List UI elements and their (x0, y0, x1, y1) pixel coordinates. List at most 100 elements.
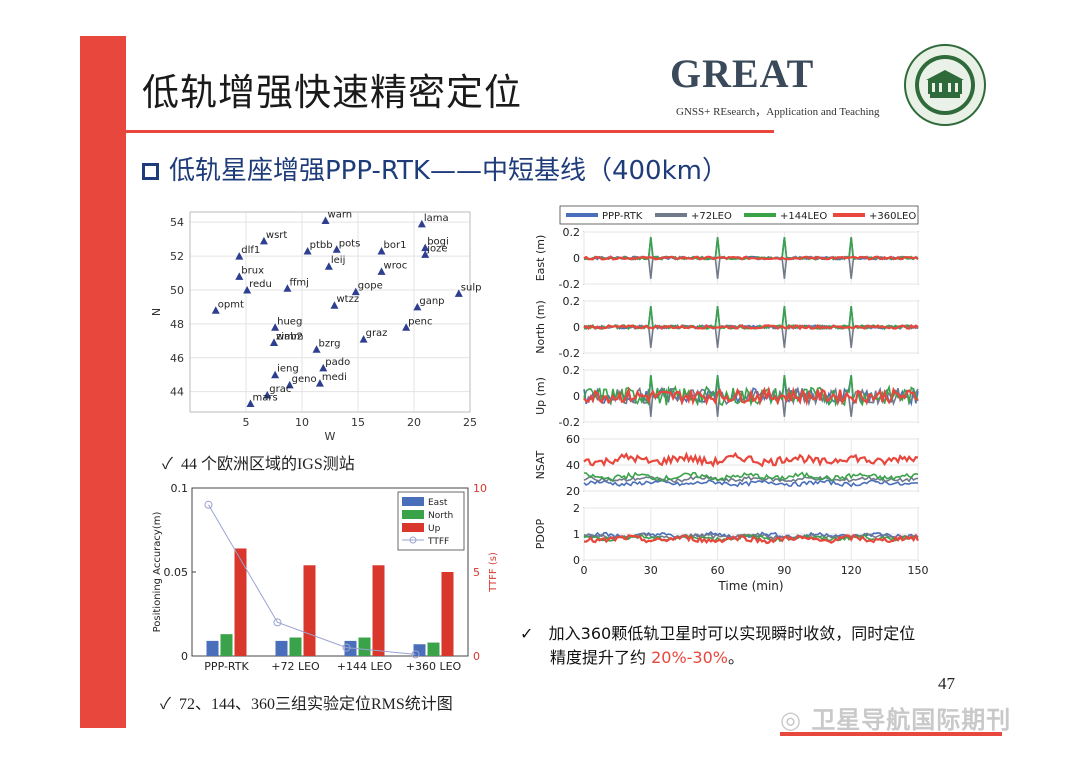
great-logo-subtext: GNSS+ REsearch，Application and Teaching (676, 106, 880, 118)
bar-ytick-label: 0.1 (171, 482, 189, 495)
ts-series-line (583, 533, 920, 545)
bar-legend-ttff-marker (409, 536, 417, 544)
station-label: wab2 (276, 332, 303, 343)
map-caption: ✓ 44 个欧洲区域的IGS测站 (162, 450, 355, 474)
ts-ytick-label: 0.2 (563, 226, 581, 239)
ts-ytick-label: 0 (573, 252, 580, 265)
ts-ytick-label: -0.2 (559, 278, 580, 291)
station-label: grac (269, 384, 291, 395)
station-label: wroc (384, 260, 408, 271)
bar-y2tick-label: 0 (473, 650, 480, 663)
ts-series-line (583, 323, 919, 331)
bar-ytick-label: 0.05 (164, 566, 189, 579)
station-label: mars (252, 393, 277, 404)
station-label: bogi (427, 237, 449, 248)
map-ytick-label: 52 (170, 250, 184, 263)
ts-ytick-label: 0 (573, 390, 580, 403)
slide-title: 低轨增强快速精密定位 (142, 71, 522, 114)
station-marker (315, 379, 324, 387)
station-label: warn (328, 209, 353, 220)
bar-category-label: PPP-RTK (204, 660, 249, 673)
station-marker (211, 306, 220, 314)
time-series-chart: PPP-RTK +72LEO +144LEO +360LEO -0.2 0 0.2 East … (534, 205, 929, 593)
station-marker (421, 250, 430, 258)
station-label: wtzz (336, 294, 359, 305)
station-marker (330, 301, 339, 309)
station-label: geno (292, 374, 317, 385)
ttff-point (411, 650, 420, 659)
station-marker (271, 323, 280, 331)
station-marker (454, 289, 463, 297)
map-x-axis-label: W (325, 430, 336, 443)
bar-legend-swatch (402, 497, 424, 506)
ts-xtick-label: 90 (777, 564, 791, 577)
ts-legend-label: +360LEO (869, 211, 916, 222)
ts-legend-box (559, 205, 919, 225)
bar-north (289, 637, 302, 656)
left-accent-bar (80, 36, 126, 728)
university-seal-icon (904, 44, 986, 126)
ts-series-line (583, 385, 919, 407)
ts-xtick-label: 0 (581, 564, 588, 577)
check-icon: ✓ (520, 624, 534, 643)
station-marker (332, 245, 341, 253)
bar-legend-label: North (428, 511, 453, 521)
station-marker (402, 323, 411, 331)
map-y-axis-label: N (150, 308, 163, 316)
ts-panel-ylabel: NSAT (534, 450, 547, 479)
wechat-icon: ◎ (780, 706, 802, 734)
ts-series-line (584, 471, 919, 482)
station-marker (324, 262, 333, 270)
station-marker (235, 252, 244, 260)
station-label: penc (408, 316, 432, 327)
ts-panel-ylabel: Up (m) (534, 377, 547, 415)
map-ytick-label: 50 (170, 284, 184, 297)
station-label: bor1 (384, 240, 407, 251)
bar-north (427, 642, 440, 656)
ts-panel-ylabel: North (m) (534, 300, 547, 354)
station-label: ieng (277, 364, 299, 375)
bar-up (303, 565, 316, 656)
ttff-point (204, 500, 213, 509)
ts-xtick-label: 120 (841, 564, 862, 577)
ts-ytick-label: 0.2 (563, 364, 581, 377)
accuracy-bar-chart: 0 0.05 0.1 0 5 10 Positioning Accuracy(m) TTFF … (152, 482, 499, 673)
map-xtick-label: 20 (407, 416, 421, 429)
title-underline (126, 130, 774, 133)
station-label: medi (322, 372, 347, 383)
bar-legend-swatch (402, 523, 424, 532)
ts-legend-label: +72LEO (691, 211, 732, 222)
ttff-point (342, 643, 351, 652)
station-marker (271, 370, 280, 379)
bar-up (372, 565, 385, 656)
ts-series-line (583, 375, 919, 408)
station-marker (377, 246, 386, 255)
bar-legend-label: East (428, 498, 448, 508)
station-marker (270, 338, 278, 347)
map-xtick-label: 10 (295, 416, 309, 429)
station-marker (377, 267, 386, 275)
station-marker (319, 363, 328, 372)
ts-ytick-label: 40 (566, 459, 580, 472)
station-marker (303, 246, 312, 255)
station-marker (235, 272, 244, 280)
ts-xtick-label: 60 (711, 564, 725, 577)
station-label: leij (331, 255, 346, 266)
bar-up (234, 548, 247, 656)
station-marker (246, 399, 255, 408)
station-label: lama (424, 213, 449, 224)
ts-legend-label: PPP-RTK (602, 211, 643, 222)
ts-legend-label: +144LEO (780, 211, 827, 222)
map-ytick-label: 54 (170, 216, 184, 229)
station-label: wsrt (266, 230, 288, 241)
bar-north (220, 634, 233, 656)
station-marker (421, 243, 430, 252)
bar-category-label: +144 LEO (337, 660, 393, 673)
check-icon: ✓ (160, 696, 171, 713)
watermark-underline (780, 732, 1002, 736)
bar-east (275, 640, 288, 656)
station-marker (417, 219, 426, 228)
station-marker (351, 287, 360, 296)
station-label: gope (358, 281, 383, 292)
